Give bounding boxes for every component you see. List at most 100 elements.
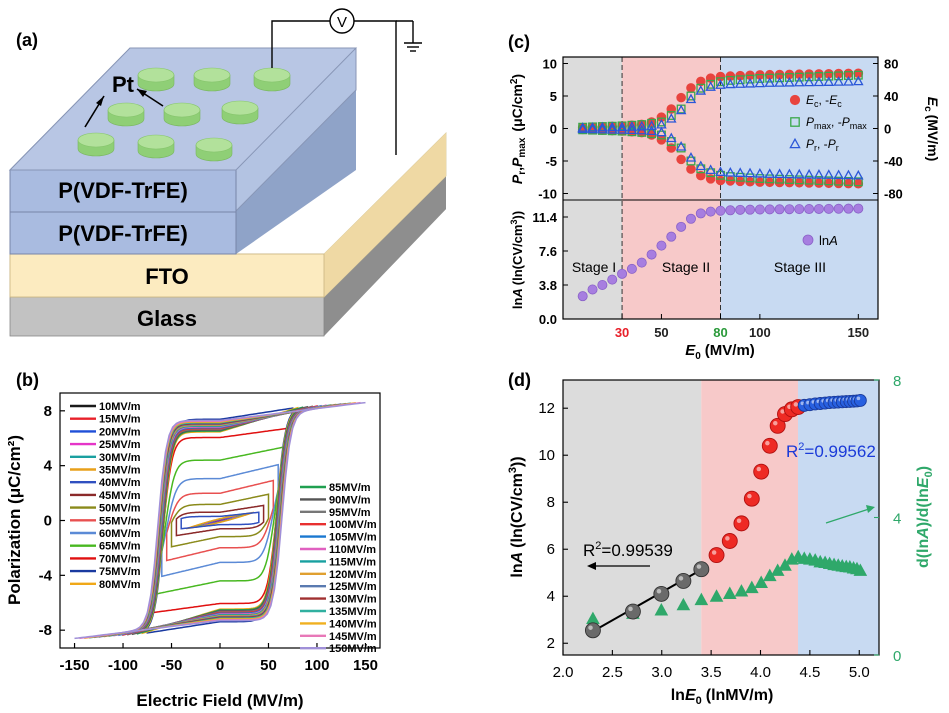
c-bot-ytick-label: 3.8 [539,278,557,293]
c-lnA-point [636,257,647,268]
d-xtick-label: 4.5 [799,664,820,681]
d-lnA-point-highlight [793,402,799,407]
c-Pmax-pos [696,83,706,93]
panel-b-label: (b) [16,370,39,390]
film-layer-2 [9,211,237,255]
c-Pr-pos [695,85,707,95]
d-lnA-point [721,533,738,549]
b-legend-label: 45MV/m [99,490,141,502]
pt-electrodes [77,67,291,162]
c-xtick-label: 50 [654,325,668,340]
c-Pr-pos [685,93,697,104]
d-lnA-point [853,393,867,407]
b-legend-label: 100MV/m [329,519,377,531]
c-Pmax-neg [824,176,834,186]
b-xtick-label: -100 [108,657,138,674]
b-legend-label: 10MV/m [99,401,141,413]
c-Pr-neg [705,164,716,175]
c-Pmax-neg [745,173,755,183]
d-lnA-point-highlight [800,401,805,406]
c-lnA-point [813,203,824,214]
c-Ec-neg [843,178,854,189]
c-Ec-neg [833,178,844,189]
d-lnA-point-highlight [678,576,684,581]
loop-40MV/m [180,511,260,530]
panel-d-y2label: d(lnA)/d(lnE0) [915,466,935,568]
b-xtick-label: 150 [353,657,378,674]
electrode-top-2 [253,67,291,83]
c-Pr-neg [646,125,657,136]
c-Pr-pos [606,121,618,132]
c-lnA-point [774,204,785,215]
c-Pr-pos [813,76,825,87]
d-lnA-point [753,463,770,480]
c-Ec-neg [853,178,864,189]
c-lnA-point [804,204,815,215]
d-r2-label-1: R2=0.99539 [583,540,673,560]
d-derivative-point [734,584,749,597]
b-legend-label: 25MV/m [99,439,141,451]
c-lnA-point [685,213,696,224]
d-ytick-label: 8 [547,494,555,511]
c-top-ytick-label: 10 [543,57,557,72]
d-ytick-label: 4 [547,588,555,605]
c-lnA-point [725,205,736,216]
c-Pmax-pos [775,73,785,83]
d-arrow-right-head [866,505,875,513]
d-xtick-label: 2.0 [553,664,574,681]
d-xtick-label: 4.0 [750,664,771,681]
d-lnA-point-highlight [696,564,702,569]
panel-c-bottom-ylabel: lnA(ln(CV/cm3)) [509,211,525,309]
c-Pr-neg [813,169,825,179]
c-Pr-pos [784,76,795,87]
panel-c-label: (c) [508,32,530,52]
b-xtick-label: -150 [60,657,90,674]
ground-icon [404,42,422,52]
d-derivative-point [676,597,691,611]
c-Pr-neg [577,123,588,134]
c-lnA-point [853,203,864,214]
c-stage-2-label: Stage II [662,259,710,275]
c-lnA-point [705,206,716,217]
c-stage3-bg [720,57,878,319]
c-Pmax-pos [844,71,853,80]
d-derivative-point [654,602,669,616]
c-Pr-neg [587,123,598,134]
c-Pmax-neg [794,175,804,185]
d-xtick-label: 2.5 [602,664,623,681]
b-ytick-label: -4 [39,567,53,584]
c-lnA-point [695,208,706,219]
d-r2-part: R [786,442,798,461]
b-xtick-label: -50 [161,657,183,674]
c-lnA-point [715,205,726,216]
c-Pr-neg [666,132,677,143]
electrode-top-8 [195,137,233,153]
c-Pmax-neg [735,172,745,182]
c-legend-label: Pr, -Pr [806,137,839,153]
c-Pmax-pos [814,72,824,81]
b-legend-label: 80MV/m [99,579,141,591]
b-xtick-label: 0 [216,657,224,674]
c-lnA-point [735,204,746,215]
c-Pr-pos [803,76,815,87]
c-legend-part: , - [831,115,842,129]
c-lnA-point [597,279,608,290]
d-r2-part: R [583,541,595,560]
loop-55MV/m [165,479,275,562]
c-Ec-neg [794,177,805,188]
c-Pr-neg [685,152,697,162]
c-lnA-point [617,268,628,279]
d-lnA-point-highlight [756,466,762,472]
c-legend-part: c [814,99,819,109]
fto-right-face [324,133,446,297]
c-Pr-neg [695,160,707,171]
c-Pr-neg [616,124,628,134]
c-bot-ytick-label: 7.6 [539,244,557,259]
c-Pmax-pos [735,75,745,85]
c-Pr-pos [587,121,598,132]
c-top-y2tick-label: -80 [884,187,903,202]
d-derivative-point [754,575,769,588]
d-lnA-point [743,490,760,507]
c-legend-part: E [806,93,815,107]
